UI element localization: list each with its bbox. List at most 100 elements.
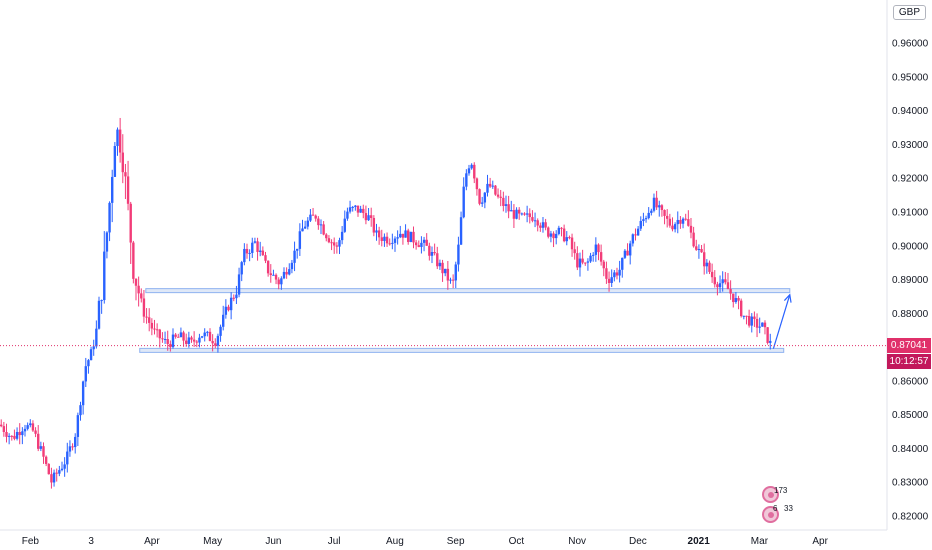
candle-body: [21, 431, 24, 436]
projection-arrow[interactable]: [772, 293, 792, 349]
y-tick-label: 0.91000: [892, 208, 929, 219]
candle-body: [251, 242, 254, 253]
candle-body: [108, 202, 111, 233]
candle-body: [613, 272, 616, 278]
x-tick-label: Jul: [328, 536, 341, 547]
candle-body: [420, 242, 423, 247]
projection-line[interactable]: [772, 294, 791, 349]
candle-body: [285, 271, 288, 275]
candle-body: [185, 340, 188, 344]
candle-body: [531, 217, 534, 221]
candle-body: [647, 212, 650, 219]
y-tick-label: 0.83000: [892, 478, 929, 489]
candle-body: [222, 314, 225, 327]
candle-body: [229, 297, 233, 311]
candle-body: [478, 189, 481, 204]
candle-body: [248, 252, 251, 254]
candle-body: [663, 210, 666, 216]
current-price-label: 0.87041: [887, 338, 931, 354]
candle-body: [753, 316, 756, 319]
candle-body: [539, 225, 542, 228]
candle-body: [454, 264, 457, 281]
x-tick-label: Oct: [509, 536, 525, 547]
candle-body: [544, 222, 547, 228]
candle-body: [55, 472, 58, 474]
candle-body: [288, 269, 291, 275]
candle-body: [63, 464, 66, 469]
currency-badge[interactable]: GBP: [892, 5, 926, 20]
candle-body: [237, 274, 241, 295]
candle-body: [570, 237, 574, 250]
candle-body: [0, 424, 3, 427]
candle-body: [391, 242, 394, 244]
x-tick-label: Apr: [144, 536, 160, 547]
candle-body: [417, 245, 420, 247]
candle-body: [87, 360, 90, 367]
candle-body: [480, 202, 484, 204]
candle-body: [660, 205, 664, 211]
candle-body: [311, 214, 315, 216]
candle-body: [261, 250, 265, 256]
candle-body: [623, 250, 627, 258]
candle-body: [150, 322, 154, 329]
candle-body: [726, 282, 730, 290]
candle-body: [327, 238, 331, 243]
economic-events-marker[interactable]: 173 6 33: [762, 486, 793, 526]
candle-body: [449, 279, 452, 281]
candle-body: [206, 331, 209, 333]
candle-body: [354, 205, 357, 207]
candle-body: [235, 294, 238, 299]
candle-body: [338, 240, 341, 247]
candle-body: [763, 322, 767, 328]
candle-body: [494, 185, 497, 195]
candle-body: [396, 237, 399, 239]
candle-body: [211, 341, 214, 344]
candle-body: [116, 129, 119, 147]
y-axis[interactable]: 0.820000.830000.840000.850000.860000.870…: [892, 39, 929, 523]
candle-body: [737, 298, 740, 301]
candle-body: [34, 430, 37, 434]
candle-body: [610, 277, 613, 283]
candle-body: [132, 242, 135, 279]
candle-body: [343, 218, 346, 232]
candle-body: [208, 331, 212, 342]
price-zone-rectangle[interactable]: [139, 347, 785, 353]
support-resistance-zones[interactable]: [139, 288, 791, 353]
candle-body: [692, 232, 695, 247]
candle-body: [317, 218, 320, 226]
candle-body: [264, 255, 267, 261]
candle-body: [710, 271, 714, 278]
candle-body: [755, 318, 759, 328]
candle-body: [13, 435, 16, 439]
y-tick-label: 0.82000: [892, 511, 929, 522]
x-tick-label: Mar: [751, 536, 769, 547]
event-icon[interactable]: [762, 486, 779, 503]
x-tick-label: Jun: [265, 536, 281, 547]
candle-body: [602, 261, 605, 269]
candle-body: [605, 268, 608, 279]
candle-body: [697, 249, 701, 251]
candle-body: [589, 255, 592, 262]
candle-body: [568, 237, 571, 239]
event-icon[interactable]: [762, 506, 779, 523]
candle-body: [436, 253, 439, 267]
candle-body: [192, 339, 196, 342]
candle-body: [510, 210, 513, 212]
candle-body: [584, 262, 587, 264]
price-zone-rectangle[interactable]: [145, 288, 791, 294]
candle-body: [100, 300, 103, 302]
candle-body: [636, 228, 640, 236]
candle-body: [668, 218, 672, 226]
candle-body: [31, 423, 35, 431]
candle-body: [684, 218, 687, 220]
candle-body: [296, 248, 299, 251]
x-axis[interactable]: Feb 3 Apr May Jun Jul Aug Sep Oct Nov Dec 2021 Mar Ap…: [22, 536, 829, 547]
candle-body: [219, 326, 222, 336]
candle-body: [578, 258, 582, 268]
y-tick-label: 0.95000: [892, 72, 929, 83]
candle-body: [729, 289, 732, 294]
candle-body: [60, 468, 64, 471]
candle-body: [118, 129, 122, 153]
candle-body: [459, 217, 463, 245]
